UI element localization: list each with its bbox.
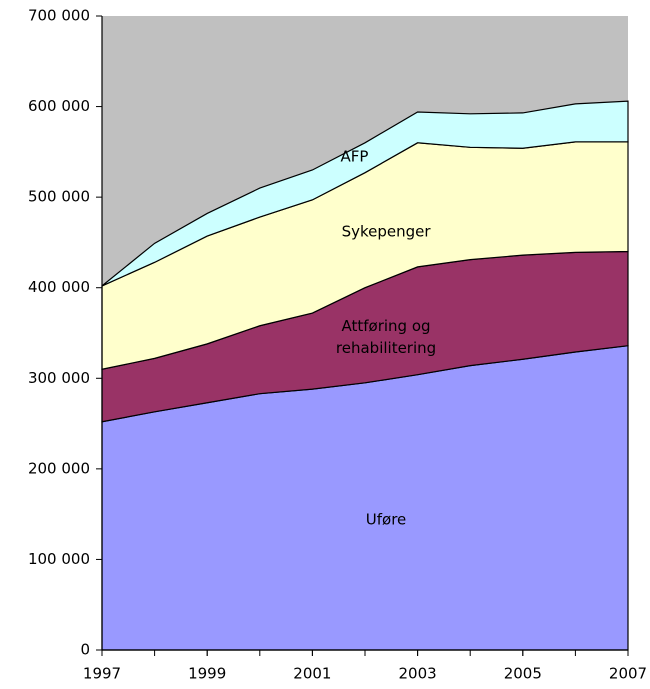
x-tick-label: 2003 xyxy=(399,665,437,683)
series-label: Uføre xyxy=(366,511,407,529)
x-tick-label: 1997 xyxy=(83,665,121,683)
y-tick-label: 200 000 xyxy=(28,459,90,477)
x-tick-label: 2001 xyxy=(293,665,331,683)
y-tick-label: 600 000 xyxy=(28,97,90,115)
y-tick-label: 300 000 xyxy=(28,369,90,387)
series-label: AFP xyxy=(341,148,369,166)
series-label-line: Attføring og xyxy=(342,317,431,335)
x-tick-label: 1999 xyxy=(188,665,226,683)
y-tick-label: 500 000 xyxy=(28,188,90,206)
area xyxy=(101,100,629,287)
series-label-line: rehabilitering xyxy=(336,339,436,357)
y-tick-label: 100 000 xyxy=(28,550,90,568)
x-tick-label: 2005 xyxy=(504,665,542,683)
series-label: Attføring og rehabilitering xyxy=(336,317,436,357)
y-tick-label: 0 xyxy=(80,641,90,659)
series-label: Sykepenger xyxy=(342,223,432,241)
y-tick-label: 700 000 xyxy=(28,7,90,25)
x-tick-label: 2007 xyxy=(609,665,647,683)
y-tick-label: 400 000 xyxy=(28,278,90,296)
